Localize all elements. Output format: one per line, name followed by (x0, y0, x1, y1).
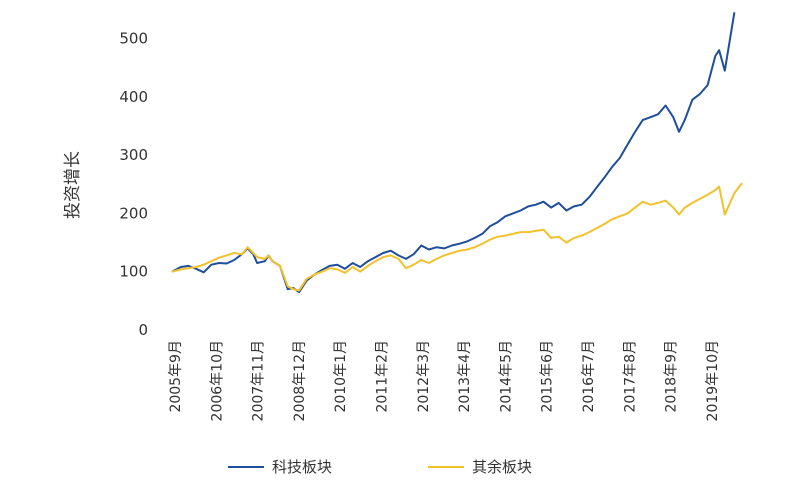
x-tick-label: 2017年8月 (622, 340, 638, 413)
x-axis-ticks: 2005年9月 2006年10月 2007年11月 2008年12月 2010年1月 20… (168, 340, 721, 421)
x-tick-label: 2015年6月 (540, 340, 556, 413)
x-tick-label: 2018年9月 (664, 340, 680, 413)
x-tick-label: 2016年7月 (581, 340, 597, 413)
series-line-tech (171, 12, 736, 294)
y-tick-label: 0 (138, 321, 148, 339)
x-tick-label: 2013年4月 (457, 340, 473, 413)
x-tick-label: 2006年10月 (209, 340, 225, 421)
series-line-other (171, 182, 743, 292)
y-axis-ticks: 0 100 200 300 400 500 (119, 30, 148, 340)
x-tick-label: 2007年11月 (251, 340, 267, 421)
legend: 科技板块 其余板块 (228, 458, 532, 476)
legend-label: 科技板块 (272, 458, 332, 476)
x-tick-label: 2008年12月 (292, 340, 308, 421)
y-tick-label: 400 (119, 88, 148, 106)
x-tick-label: 2012年3月 (416, 340, 432, 413)
x-tick-label: 2010年1月 (333, 340, 349, 413)
x-tick-label: 2019年10月 (705, 340, 721, 421)
y-axis-label: 投资增长 (63, 151, 83, 219)
x-tick-label: 2005年9月 (168, 340, 184, 413)
series-lines (171, 12, 743, 294)
y-tick-label: 100 (119, 263, 148, 281)
legend-label: 其余板块 (472, 458, 532, 476)
x-tick-label: 2011年2月 (375, 340, 391, 413)
y-tick-label: 300 (119, 146, 148, 164)
x-tick-label: 2014年5月 (498, 340, 514, 413)
y-tick-label: 500 (119, 30, 148, 48)
y-tick-label: 200 (119, 204, 148, 222)
